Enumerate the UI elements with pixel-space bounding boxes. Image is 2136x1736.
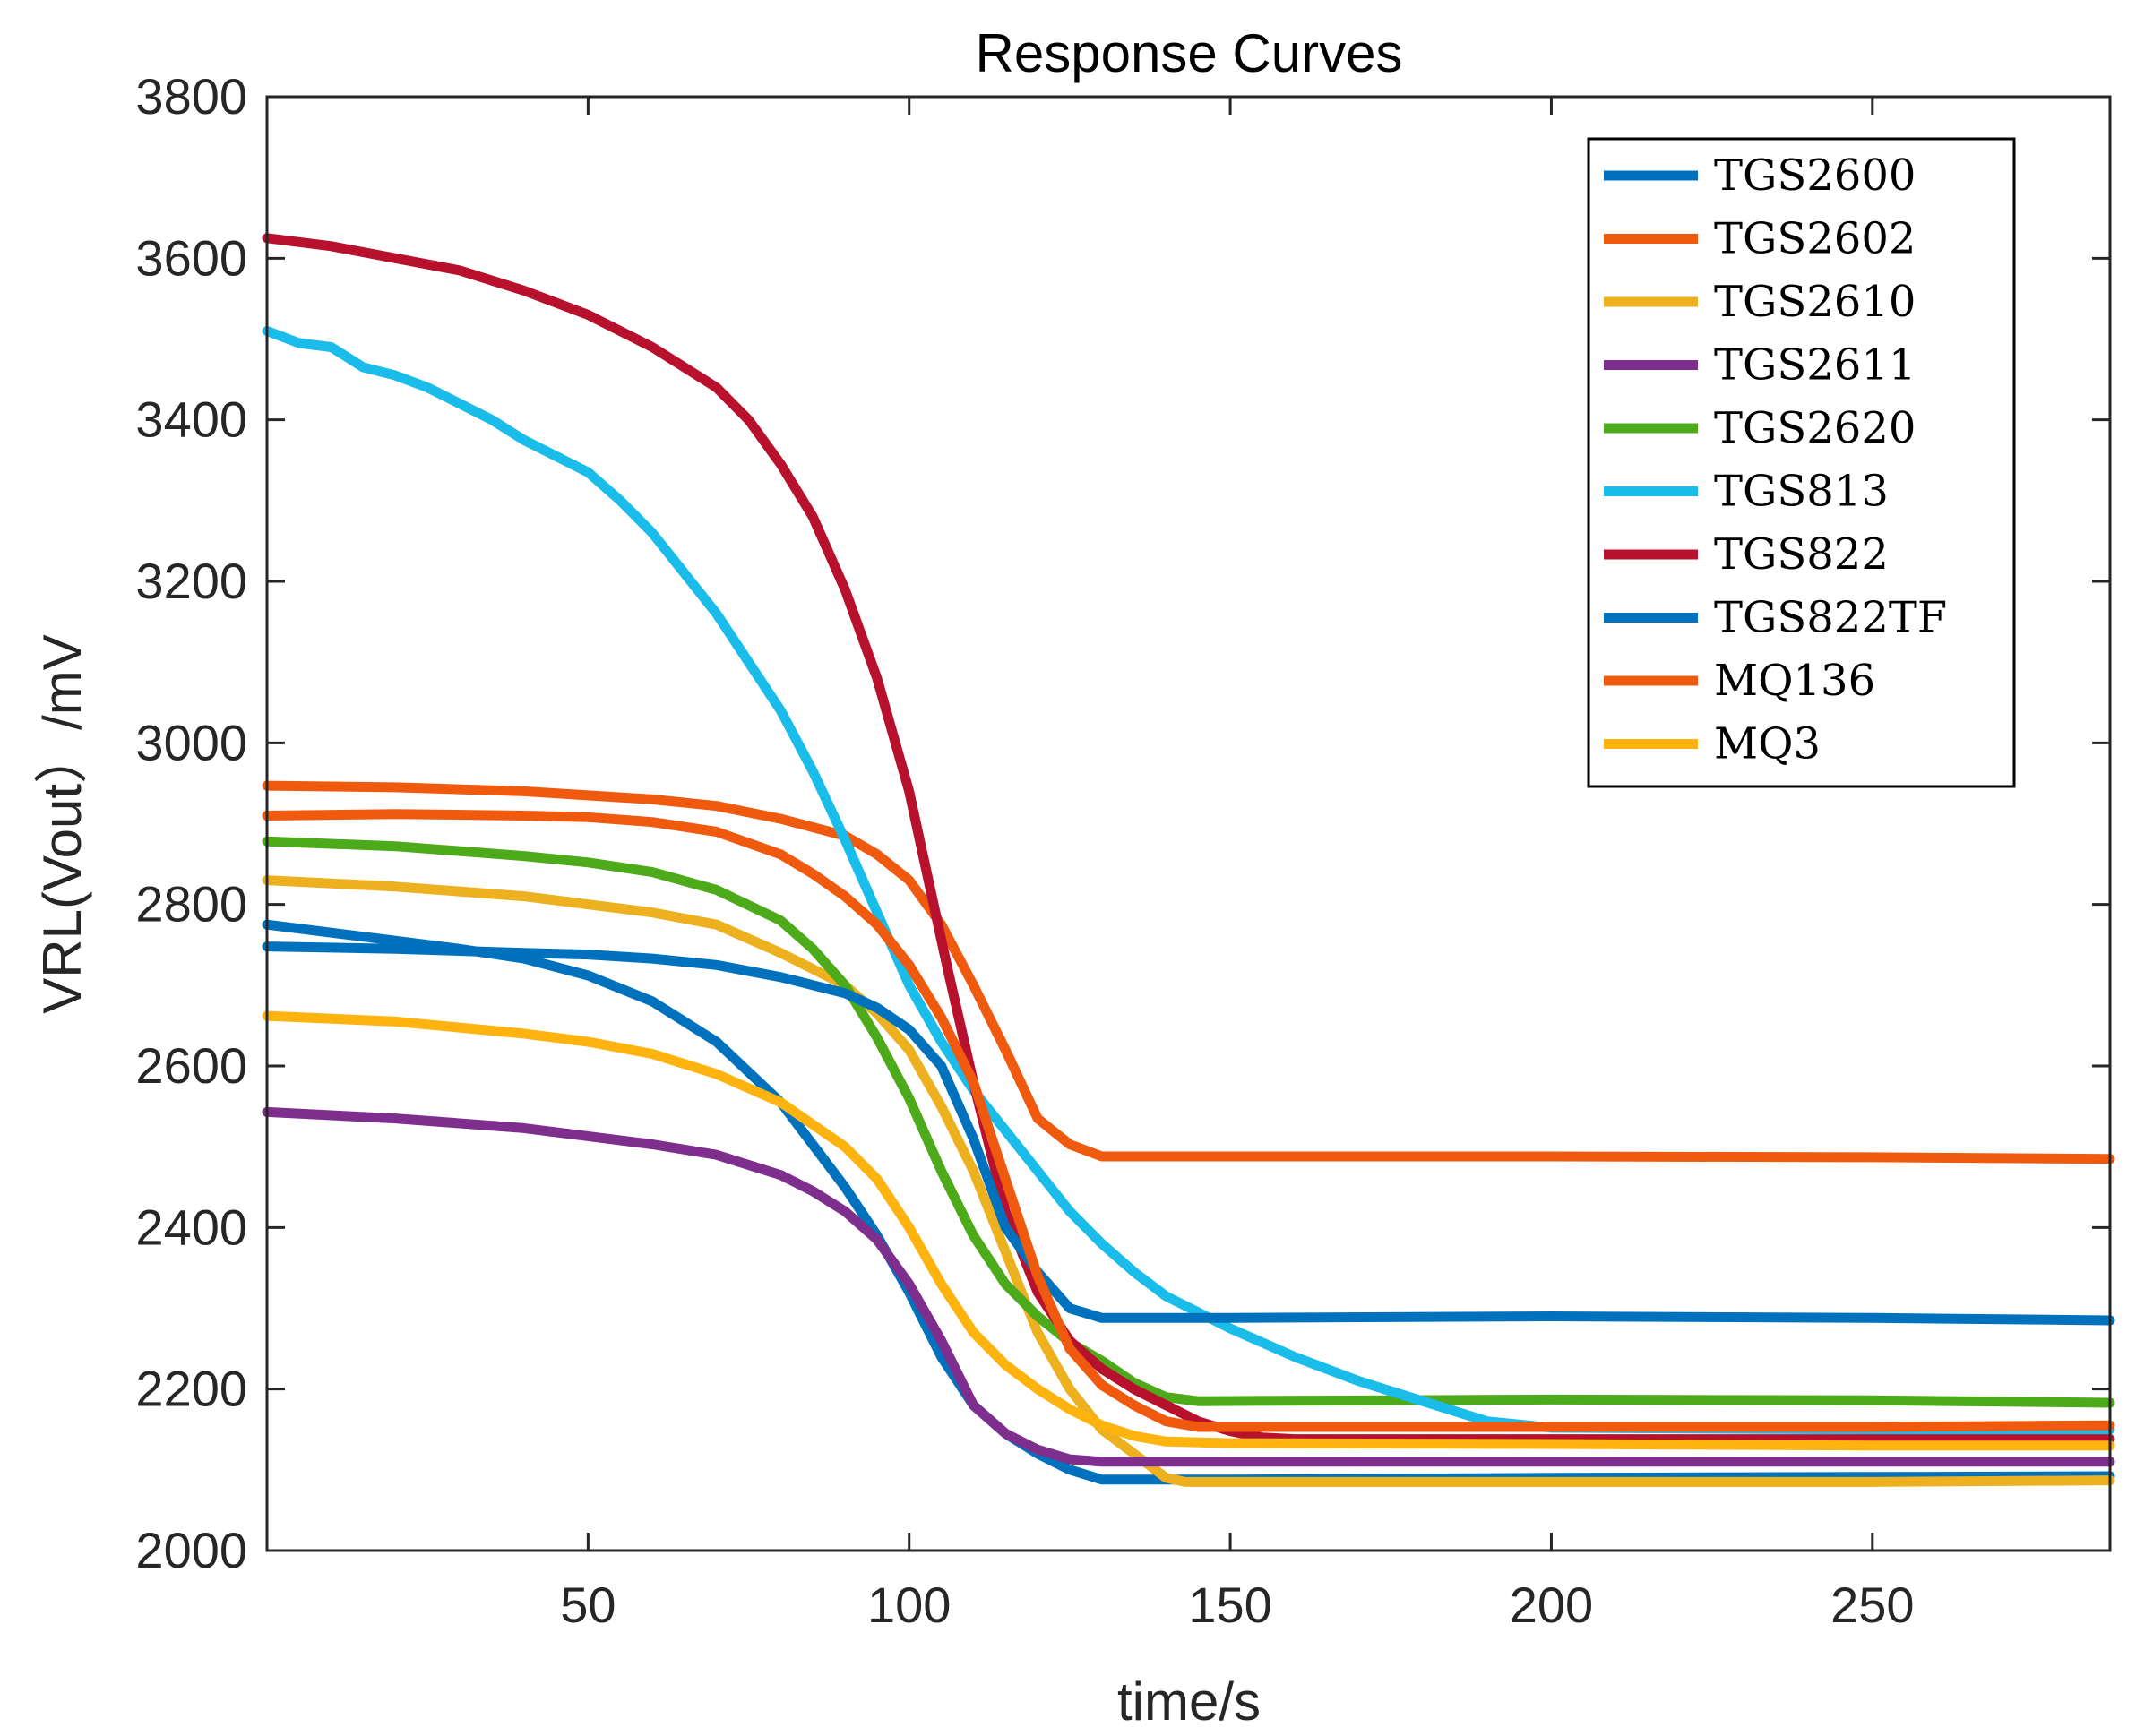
legend-label-mq3: MQ3 [1714, 719, 1821, 769]
series-line-tgs2610 [262, 875, 2115, 1487]
series-line-tgs822 [262, 233, 2115, 1445]
legend-label-tgs2620: TGS2620 [1714, 403, 1916, 453]
y-tick-label: 2600 [135, 1037, 247, 1094]
x-tick-label: 150 [1188, 1577, 1271, 1633]
x-tick-label: 200 [1510, 1577, 1593, 1633]
y-tick-label: 2400 [135, 1199, 247, 1255]
x-axis-label: time/s [1117, 1672, 1261, 1732]
x-tick-label: 250 [1830, 1577, 1914, 1633]
series-line-tgs2620 [262, 836, 2115, 1408]
x-tick-label: 50 [560, 1577, 616, 1633]
series-line-mq136 [262, 809, 2115, 1432]
series-line-tgs813 [262, 326, 2115, 1435]
legend-label-tgs813: TGS813 [1714, 467, 1889, 517]
y-tick-label: 3200 [135, 553, 247, 609]
chart-title: Response Curves [976, 23, 1403, 83]
y-tick-label: 3000 [135, 714, 247, 770]
axes-box [265, 95, 2112, 1552]
series-layer [262, 233, 2115, 1487]
legend-label-tgs822tf: TGS822TF [1714, 593, 1947, 643]
y-axis: 2000 2200 2400 2600 2800 3000 3200 3400 3600 3800 [135, 68, 2110, 1578]
x-tick-label: 100 [867, 1577, 951, 1633]
legend: TGS2600 TGS2602 TGS2610 TGS2611 TGS2620 TGS81… [1587, 137, 2016, 788]
legend-label-tgs822: TGS822 [1714, 529, 1889, 580]
y-tick-label: 3800 [135, 68, 247, 125]
x-axis: 50 100 150 200 250 [560, 97, 1915, 1633]
y-tick-label: 2000 [135, 1522, 247, 1578]
legend-items: TGS2600 TGS2602 TGS2610 TGS2611 TGS2620 TGS81… [1604, 150, 1947, 769]
y-tick-label: 2800 [135, 876, 247, 932]
y-tick-label: 3600 [135, 229, 247, 286]
legend-label-tgs2600: TGS2600 [1714, 150, 1916, 201]
y-tick-label: 2200 [135, 1361, 247, 1417]
y-axis-label: VRL(Vout）/mV [32, 634, 92, 1014]
legend-label-tgs2602: TGS2602 [1714, 214, 1916, 264]
legend-label-mq136: MQ136 [1714, 656, 1875, 706]
series-line-mq3 [262, 1010, 2115, 1451]
legend-label-tgs2611: TGS2611 [1714, 340, 1916, 391]
y-tick-label: 3400 [135, 391, 247, 448]
series-line-tgs822tf [262, 941, 2115, 1326]
series-line-tgs2611 [262, 1106, 2115, 1467]
legend-label-tgs2610: TGS2610 [1714, 277, 1916, 327]
